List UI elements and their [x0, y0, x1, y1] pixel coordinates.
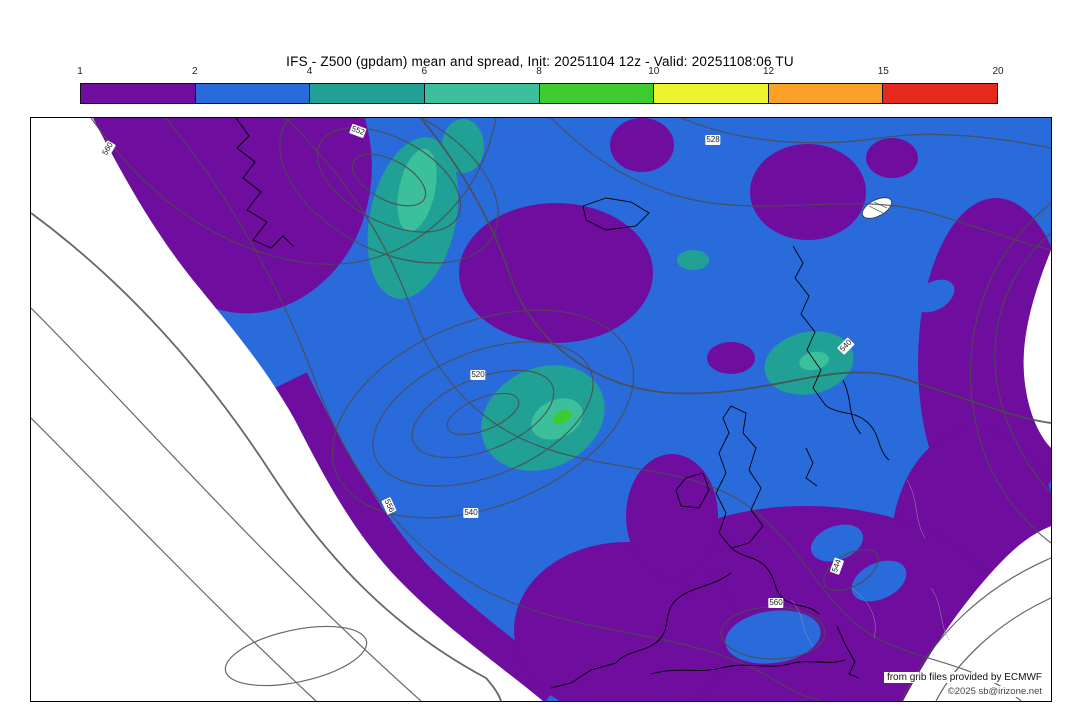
z500-contour-lines: [31, 118, 1051, 701]
colorbar-tick-12: 12: [762, 66, 775, 77]
colorbar-segment-4: [539, 84, 655, 103]
colorbar-tick-1: 1: [77, 66, 83, 77]
colorbar: [80, 83, 998, 104]
map-frame: 560 552 528 540 520 540 556 544 560 from grib fi…: [30, 117, 1052, 702]
colorbar-segment-5: [654, 84, 769, 103]
colorbar-tick-20: 20: [992, 66, 1004, 77]
hatched-lens: [861, 197, 893, 219]
spread-fill-blue-spots: [725, 279, 955, 664]
colorbar-tick-4: 4: [306, 66, 313, 77]
chart-title: IFS - Z500 (gpdam) mean and spread, Init…: [286, 54, 794, 69]
country-borders: [790, 479, 950, 647]
attribution-ecmwf: from grib files provided by ECMWF: [883, 672, 1045, 683]
colorbar-tick-2: 2: [191, 66, 198, 77]
colorbar-segment-2: [310, 84, 425, 103]
colorbar-tick-6: 6: [421, 66, 428, 77]
colorbar-segment-7: [883, 84, 997, 103]
coastlines: [235, 118, 890, 689]
colorbar-segment-1: [195, 84, 311, 103]
colorbar-ticks: 1 2 4 6 8 10 12 15 20: [77, 66, 1003, 78]
colorbar-segment-6: [768, 84, 884, 103]
colorbar-tick-15: 15: [877, 66, 889, 77]
attribution-copyright: ©2025 sb@irizone.net: [944, 686, 1045, 697]
colorbar-tick-8: 8: [536, 66, 542, 77]
colorbar-tick-10: 10: [648, 66, 660, 77]
colorbar-segment-0: [81, 84, 196, 103]
colorbar-segment-3: [424, 84, 540, 103]
map-canvas: [31, 118, 1051, 701]
